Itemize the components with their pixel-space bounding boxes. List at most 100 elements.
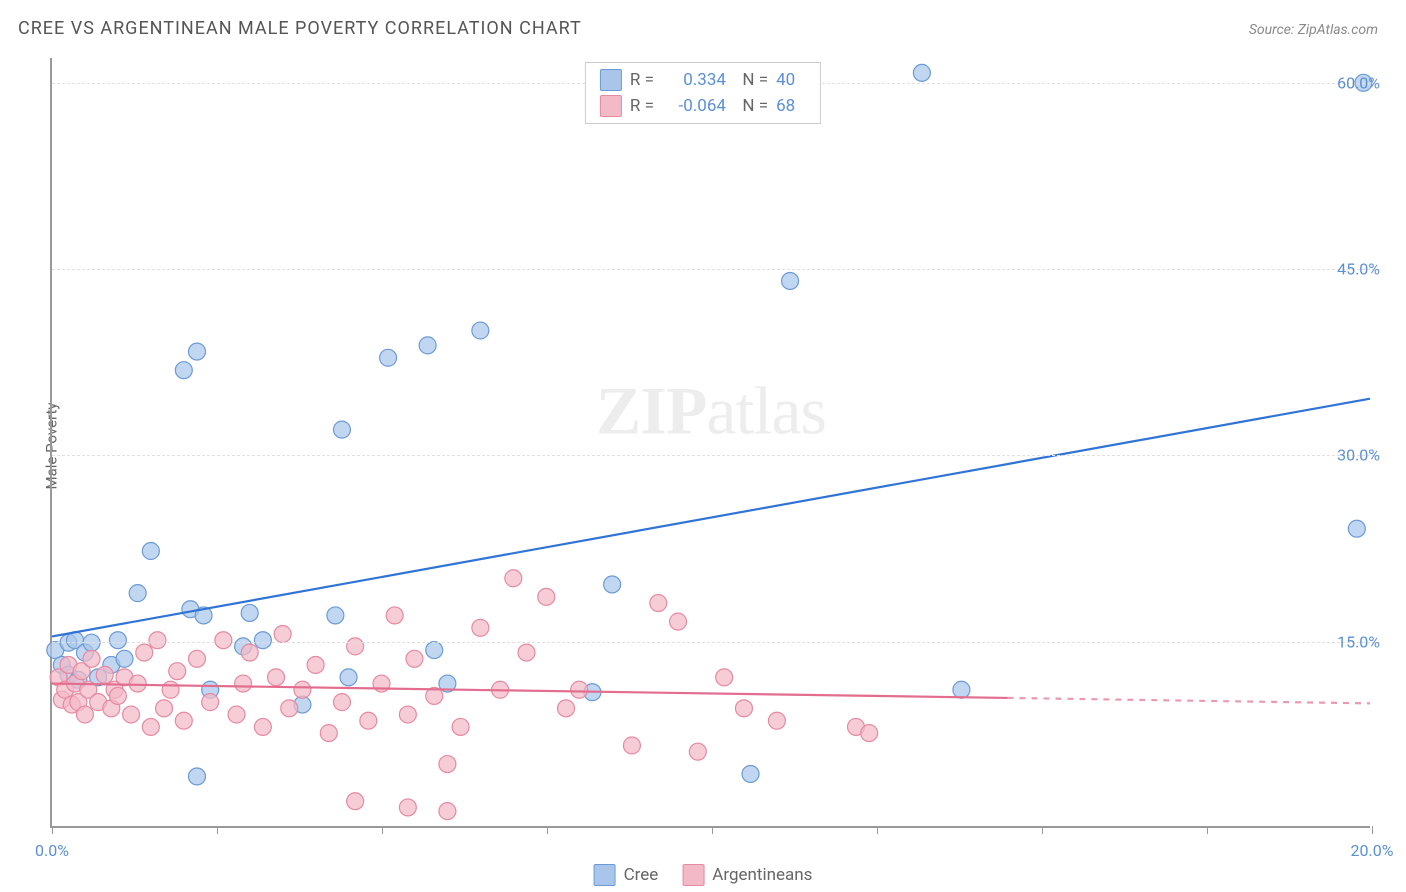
data-point-argentineans	[76, 706, 93, 723]
data-point-argentineans	[228, 706, 245, 723]
legend-corr-row-cree: R = 0.334 N = 40	[600, 69, 806, 91]
data-point-cree	[116, 650, 133, 667]
legend-n-label: N =	[734, 70, 768, 90]
data-point-cree	[1348, 520, 1365, 537]
data-point-cree	[129, 585, 146, 602]
data-point-cree	[913, 64, 930, 81]
data-point-argentineans	[254, 718, 271, 735]
legend-n-label: N =	[734, 96, 768, 116]
data-point-argentineans	[558, 700, 575, 717]
legend-r-value-cree: 0.334	[662, 70, 726, 90]
data-point-argentineans	[399, 706, 416, 723]
trend-line-argentineans	[52, 684, 1008, 698]
data-point-cree	[604, 576, 621, 593]
legend-series-item-argentineans: Argentineans	[682, 864, 812, 886]
legend-series: Cree Argentineans	[594, 864, 813, 886]
data-point-argentineans	[505, 570, 522, 587]
data-point-cree	[419, 337, 436, 354]
data-point-argentineans	[241, 644, 258, 661]
x-tick	[1372, 826, 1373, 834]
data-point-argentineans	[235, 675, 252, 692]
plot-svg	[52, 58, 1370, 826]
data-point-argentineans	[202, 694, 219, 711]
data-point-argentineans	[439, 803, 456, 820]
source-label: Source:	[1249, 22, 1298, 38]
data-point-argentineans	[439, 756, 456, 773]
data-point-argentineans	[452, 718, 469, 735]
legend-swatch-argentineans	[600, 95, 622, 117]
data-point-cree	[109, 632, 126, 649]
data-point-cree	[472, 322, 489, 339]
data-point-argentineans	[156, 700, 173, 717]
legend-r-label: R =	[630, 96, 654, 116]
source-name: ZipAtlas.com	[1298, 22, 1378, 38]
data-point-cree	[188, 768, 205, 785]
data-point-argentineans	[294, 681, 311, 698]
data-point-argentineans	[215, 632, 232, 649]
gridline-h	[52, 269, 1380, 270]
data-point-argentineans	[109, 687, 126, 704]
data-point-argentineans	[123, 706, 140, 723]
legend-series-item-cree: Cree	[594, 864, 659, 886]
gridline-h	[52, 642, 1380, 643]
data-point-argentineans	[472, 619, 489, 636]
x-tick	[547, 826, 548, 834]
data-point-argentineans	[861, 725, 878, 742]
data-point-argentineans	[333, 694, 350, 711]
data-point-cree	[254, 632, 271, 649]
x-tick	[1207, 826, 1208, 834]
x-tick	[217, 826, 218, 834]
data-point-cree	[742, 765, 759, 782]
data-point-argentineans	[169, 663, 186, 680]
data-point-argentineans	[96, 666, 113, 683]
data-point-argentineans	[162, 681, 179, 698]
data-point-argentineans	[274, 626, 291, 643]
gridline-h	[52, 455, 1380, 456]
y-tick-label: 60.0%	[1300, 73, 1380, 92]
y-tick-label: 45.0%	[1300, 260, 1380, 279]
data-point-argentineans	[571, 681, 588, 698]
x-tick-label: 0.0%	[35, 841, 69, 860]
data-point-argentineans	[175, 712, 192, 729]
data-point-cree	[188, 343, 205, 360]
data-point-argentineans	[307, 656, 324, 673]
data-point-argentineans	[188, 650, 205, 667]
data-point-argentineans	[735, 700, 752, 717]
legend-n-value-argentineans: 68	[776, 96, 806, 116]
data-point-argentineans	[518, 644, 535, 661]
data-point-cree	[241, 604, 258, 621]
legend-series-label-argentineans: Argentineans	[712, 865, 812, 885]
data-point-argentineans	[347, 793, 364, 810]
legend-series-label-cree: Cree	[624, 865, 659, 885]
data-point-argentineans	[136, 644, 153, 661]
x-tick	[877, 826, 878, 834]
data-point-argentineans	[320, 725, 337, 742]
data-point-cree	[426, 642, 443, 659]
legend-n-value-cree: 40	[776, 70, 806, 90]
y-tick-label: 15.0%	[1300, 632, 1380, 651]
legend-r-label: R =	[630, 70, 654, 90]
legend-corr-row-argentineans: R = -0.064 N = 68	[600, 95, 806, 117]
data-point-argentineans	[386, 607, 403, 624]
data-point-argentineans	[538, 588, 555, 605]
data-point-cree	[327, 607, 344, 624]
legend-correlation: R = 0.334 N = 40 R = -0.064 N = 68	[585, 62, 821, 124]
data-point-cree	[953, 681, 970, 698]
data-point-cree	[333, 421, 350, 438]
trend-line-cree	[52, 399, 1370, 637]
data-point-argentineans	[149, 632, 166, 649]
data-point-argentineans	[281, 700, 298, 717]
legend-swatch-cree	[600, 69, 622, 91]
legend-swatch-cree	[594, 864, 616, 886]
data-point-cree	[782, 272, 799, 289]
data-point-cree	[380, 349, 397, 366]
x-tick	[382, 826, 383, 834]
data-point-argentineans	[650, 595, 667, 612]
data-point-argentineans	[399, 799, 416, 816]
x-tick-label: 20.0%	[1351, 841, 1394, 860]
source-attribution: Source: ZipAtlas.com	[1249, 22, 1378, 38]
data-point-argentineans	[623, 737, 640, 754]
legend-r-value-argentineans: -0.064	[662, 96, 726, 116]
chart-title: CREE VS ARGENTINEAN MALE POVERTY CORRELA…	[18, 18, 582, 39]
data-point-argentineans	[406, 650, 423, 667]
